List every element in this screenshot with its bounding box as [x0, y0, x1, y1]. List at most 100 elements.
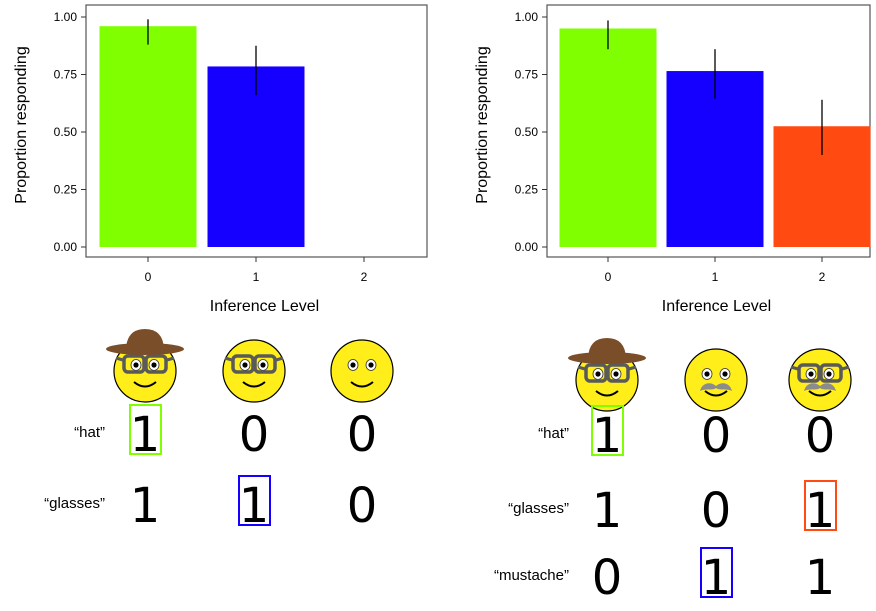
- glasses-lens: [797, 363, 821, 383]
- glasses-arm: [115, 356, 124, 362]
- glasses-arm: [275, 356, 284, 362]
- row-label: “mustache”: [494, 567, 569, 584]
- x-axis-title: Inference Level: [662, 298, 771, 315]
- glasses-icon: [115, 354, 175, 374]
- cell-value: 1: [805, 483, 836, 539]
- cell-value: 1: [130, 478, 161, 534]
- highlight-box: [591, 405, 624, 456]
- brown-hat-icon: [568, 338, 646, 364]
- y-axis-title: Proportion responding: [474, 46, 491, 203]
- row-label: “hat”: [74, 424, 105, 441]
- glasses-arm: [166, 356, 175, 362]
- cell-value: 1: [130, 407, 161, 463]
- y-tick-label: 0.75: [54, 68, 78, 82]
- cell-value: 1: [701, 550, 732, 606]
- cell-value: 0: [592, 550, 623, 606]
- feature-table-2: “hat” 1 0 0 “glasses” 1 0 1 “mustache” 0 1 1: [494, 338, 852, 606]
- hat-brim: [568, 352, 646, 364]
- highlight-box: [700, 547, 733, 598]
- cell-value: 0: [701, 408, 732, 464]
- glasses-arm: [224, 356, 233, 362]
- pupil: [368, 362, 374, 368]
- pupil: [722, 371, 728, 377]
- face-circle: [330, 339, 394, 403]
- smiley-face-icon: [106, 329, 184, 403]
- glasses-arm: [628, 365, 637, 371]
- gray-mustache-icon: [804, 383, 836, 391]
- cell-value: 0: [701, 483, 732, 539]
- smile: [350, 381, 374, 388]
- x-tick-label: 1: [712, 270, 719, 284]
- cell-value: 0: [347, 407, 378, 463]
- smiley-face-icon: [568, 338, 646, 412]
- smiley-face-icon: [788, 348, 852, 412]
- y-tick-label: 0.50: [515, 125, 539, 139]
- y-tick-label: 0.25: [515, 183, 539, 197]
- bar-1: [666, 71, 764, 247]
- highlight-box: [238, 475, 271, 526]
- pupil: [242, 362, 248, 368]
- x-axis-title: Inference Level: [210, 298, 319, 315]
- glasses-icon: [224, 354, 284, 374]
- smiley-face-icon: [684, 348, 748, 412]
- pupil: [704, 371, 710, 377]
- cell-value: 0: [239, 407, 270, 463]
- highlight-box: [804, 480, 837, 531]
- hat-brim: [106, 343, 184, 355]
- cell-value: 1: [592, 483, 623, 539]
- cell-value: 0: [347, 478, 378, 534]
- y-tick-label: 0.50: [54, 125, 78, 139]
- glasses-lens: [122, 354, 146, 374]
- pupil: [350, 362, 356, 368]
- row-label: “hat”: [538, 425, 569, 442]
- glasses-lens: [231, 354, 255, 374]
- bar-0: [99, 26, 197, 248]
- glasses-lens: [584, 363, 608, 383]
- x-tick-label: 1: [253, 270, 260, 284]
- bar-0: [559, 28, 657, 247]
- gray-mustache-icon: [700, 383, 732, 391]
- face-circle: [684, 348, 748, 412]
- glasses-arm: [577, 365, 586, 371]
- x-tick-label: 0: [145, 270, 152, 284]
- glasses-lens: [253, 354, 277, 374]
- cell-value: 1: [805, 550, 836, 606]
- pupil: [826, 371, 832, 377]
- x-tick-label: 2: [361, 270, 368, 284]
- glasses-icon: [790, 363, 850, 383]
- pupil: [260, 362, 266, 368]
- y-tick-label: 1.00: [54, 10, 78, 24]
- glasses-lens: [144, 354, 168, 374]
- cell-value: 1: [592, 408, 623, 464]
- y-tick-label: 0.00: [54, 240, 78, 254]
- bar-chart-2: 0.00 0.25 0.50 0.75 1.00 0 1 2 Inference Level Pr…: [474, 4, 871, 315]
- pupil: [595, 371, 601, 377]
- smile: [704, 390, 728, 397]
- y-tick-label: 0.00: [515, 240, 539, 254]
- brown-hat-icon: [106, 329, 184, 355]
- smile: [242, 381, 266, 388]
- row-label: “glasses”: [44, 495, 105, 512]
- pupil: [133, 362, 139, 368]
- glasses-arm: [790, 365, 799, 371]
- smile: [808, 390, 832, 397]
- pupil: [808, 371, 814, 377]
- pupil: [151, 362, 157, 368]
- bar-1: [207, 66, 305, 247]
- smile: [133, 381, 157, 388]
- x-tick-label: 2: [819, 270, 826, 284]
- smiley-face-icon: [222, 339, 286, 403]
- glasses-arm: [841, 365, 850, 371]
- y-tick-label: 1.00: [515, 10, 539, 24]
- y-tick-label: 0.25: [54, 183, 78, 197]
- smile: [595, 390, 619, 397]
- pupil: [613, 371, 619, 377]
- glasses-lens: [606, 363, 630, 383]
- y-axis-title: Proportion responding: [13, 46, 30, 203]
- feature-table-1: “hat” 1 0 0 “glasses” 1 1 0: [44, 329, 394, 534]
- row-label: “glasses”: [508, 500, 569, 517]
- glasses-icon: [577, 363, 637, 383]
- cell-value: 1: [239, 478, 270, 534]
- glasses-lens: [819, 363, 843, 383]
